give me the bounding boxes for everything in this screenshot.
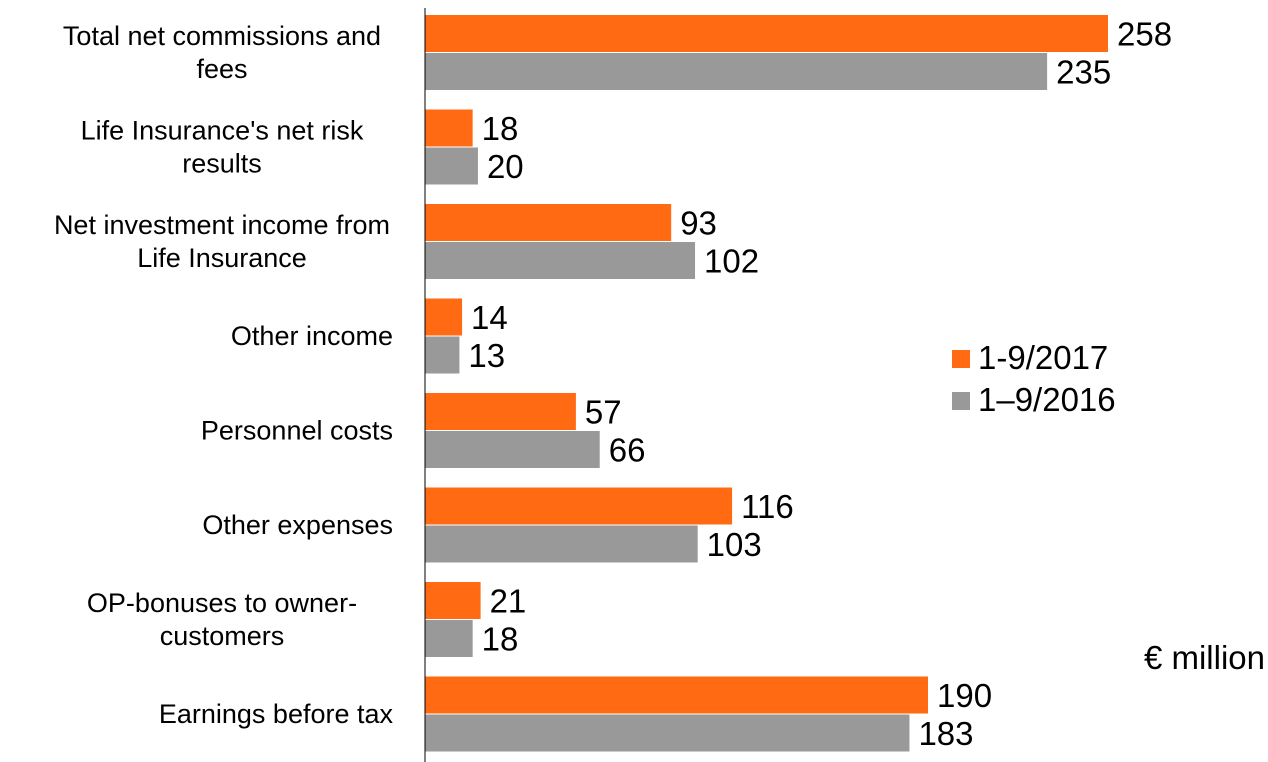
category-label-line: Other income xyxy=(231,321,393,351)
bar-1-9-2017 xyxy=(425,109,473,147)
bar-1-9-2017 xyxy=(425,298,463,336)
category-label: Other expenses xyxy=(202,510,393,540)
value-label: 57 xyxy=(585,394,622,431)
category-label-line: fees xyxy=(196,54,247,84)
category-label-line: Other expenses xyxy=(202,510,393,540)
value-label: 116 xyxy=(741,488,794,525)
legend-label-2016: 1–9/2016 xyxy=(978,381,1116,418)
value-label: 21 xyxy=(490,583,527,620)
value-label: 103 xyxy=(707,526,762,563)
category-label-line: Life Insurance xyxy=(137,243,307,273)
category-label: Life Insurance's net risk results xyxy=(81,116,364,179)
value-label: 13 xyxy=(468,337,505,374)
category-label-line: Life Insurance's net risk xyxy=(81,116,364,146)
category-label-line: Net investment income from xyxy=(54,210,390,240)
category-labels: Total net commissions and fees Life Insura… xyxy=(54,21,394,729)
value-label: 93 xyxy=(680,205,717,242)
unit-label: € million xyxy=(1144,639,1265,676)
category-label: Net investment income from Life Insurance xyxy=(54,210,390,273)
category-label: Total net commissions and fees xyxy=(63,21,381,84)
legend-label-2017: 1-9/2017 xyxy=(978,339,1108,376)
bar-1-9-2016 xyxy=(425,53,1048,90)
value-label: 14 xyxy=(471,299,508,336)
legend-swatch-2017 xyxy=(952,350,970,368)
value-label: 102 xyxy=(704,243,759,280)
legend: 1-9/2017 1–9/2016 xyxy=(952,339,1116,418)
bar-1-9-2016 xyxy=(425,431,600,468)
bar-1-9-2016 xyxy=(425,525,698,563)
category-label: OP-bonuses to owner-customers xyxy=(87,588,357,651)
category-label-line: OP-bonuses to owner- xyxy=(87,588,357,618)
category-label: Earnings before tax xyxy=(159,699,394,729)
bar-1-9-2016 xyxy=(425,242,696,279)
bar-1-9-2016 xyxy=(425,147,478,185)
category-label-line: Earnings before tax xyxy=(159,699,394,729)
value-label: 20 xyxy=(487,148,524,185)
value-label: 66 xyxy=(609,432,646,469)
category-label-line: Total net commissions and xyxy=(63,21,381,51)
category-label: Other income xyxy=(231,321,393,351)
legend-swatch-2016 xyxy=(952,392,970,410)
bar-1-9-2017 xyxy=(425,487,733,525)
bar-1-9-2017 xyxy=(425,15,1108,52)
value-label: 235 xyxy=(1056,54,1111,91)
bars xyxy=(425,15,1108,752)
bar-1-9-2017 xyxy=(425,393,576,430)
category-label-line: results xyxy=(182,149,262,179)
value-label: 18 xyxy=(482,110,519,147)
bar-1-9-2017 xyxy=(425,204,672,241)
value-label: 258 xyxy=(1117,16,1172,53)
value-label: 190 xyxy=(937,677,992,714)
value-label: 183 xyxy=(918,715,973,752)
bar-1-9-2016 xyxy=(425,336,460,374)
category-label: Personnel costs xyxy=(201,416,393,446)
value-label: 18 xyxy=(482,621,519,658)
bar-1-9-2017 xyxy=(425,676,928,714)
category-label-line: customers xyxy=(160,621,285,651)
category-label-line: Personnel costs xyxy=(201,416,393,446)
bar-1-9-2016 xyxy=(425,714,910,752)
bar-1-9-2016 xyxy=(425,620,473,657)
bar-1-9-2017 xyxy=(425,582,481,619)
